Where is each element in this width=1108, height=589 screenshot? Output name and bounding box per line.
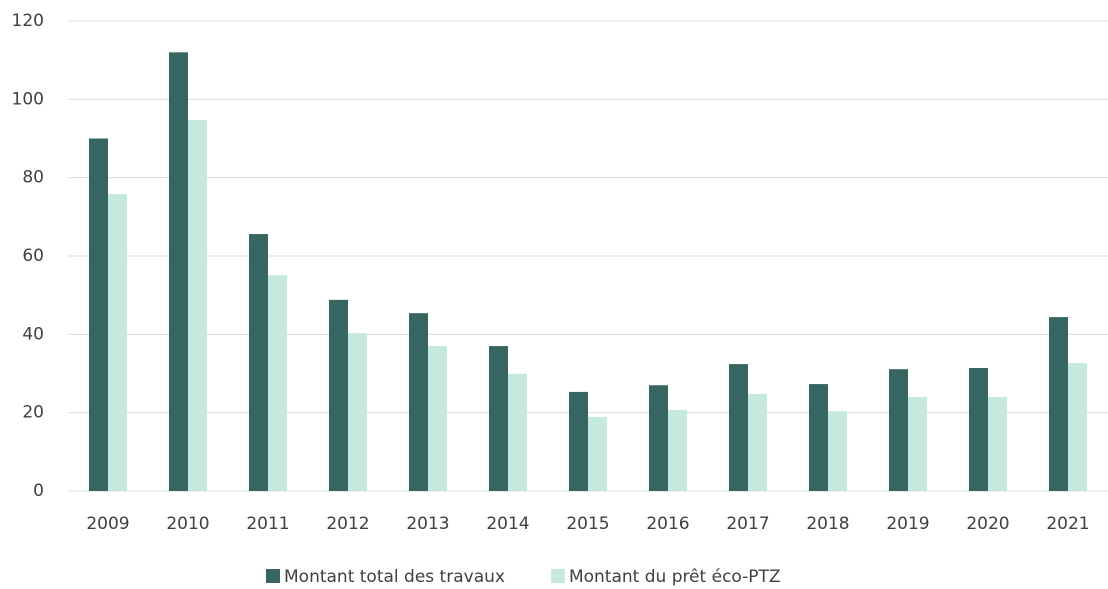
bar: [329, 299, 348, 491]
bar: [809, 384, 828, 491]
bar: [489, 346, 508, 491]
bar: [1068, 362, 1087, 491]
bar: [588, 416, 607, 491]
x-tick-label: 2020: [966, 514, 1009, 534]
x-tick-label: 2017: [726, 514, 769, 534]
bar: [729, 364, 748, 491]
bar: [348, 333, 367, 491]
bar: [988, 397, 1007, 491]
x-tick-label: 2019: [886, 514, 929, 534]
x-tick-label: 2013: [406, 514, 449, 534]
bar: [108, 194, 127, 491]
bar: [268, 275, 287, 491]
y-tick-label: 0: [33, 481, 44, 501]
bar: [668, 409, 687, 491]
bar: [188, 120, 207, 491]
y-tick-label: 80: [22, 168, 44, 188]
x-tick-label: 2012: [326, 514, 369, 534]
x-tick-label: 2015: [566, 514, 609, 534]
y-tick-label: 100: [12, 89, 44, 109]
bar: [969, 368, 988, 491]
bar: [169, 52, 188, 491]
bar: [748, 393, 767, 491]
bar: [908, 397, 927, 491]
x-tick-label: 2018: [806, 514, 849, 534]
y-tick-label: 40: [22, 324, 44, 344]
x-tick-label: 2011: [246, 514, 289, 534]
legend-swatch: [266, 569, 280, 583]
x-tick-label: 2010: [166, 514, 209, 534]
bar: [889, 369, 908, 491]
bar: [508, 373, 527, 491]
x-tick-label: 2016: [646, 514, 689, 534]
x-tick-label: 2021: [1046, 514, 1089, 534]
y-tick-label: 120: [12, 11, 44, 31]
x-tick-label: 2009: [86, 514, 129, 534]
legend-label: Montant total des travaux: [284, 567, 505, 587]
bar: [428, 346, 447, 491]
bar: [649, 385, 668, 491]
bar: [89, 138, 108, 491]
legend-label: Montant du prêt éco-PTZ: [569, 567, 781, 587]
legend-swatch: [550, 569, 565, 583]
bar: [249, 234, 268, 492]
y-tick-label: 60: [22, 246, 44, 266]
bar: [1049, 317, 1068, 491]
x-tick-label: 2014: [486, 514, 529, 534]
bar: [409, 313, 428, 491]
bar: [828, 411, 847, 491]
y-tick-label: 20: [22, 403, 44, 423]
bar: [569, 391, 588, 491]
